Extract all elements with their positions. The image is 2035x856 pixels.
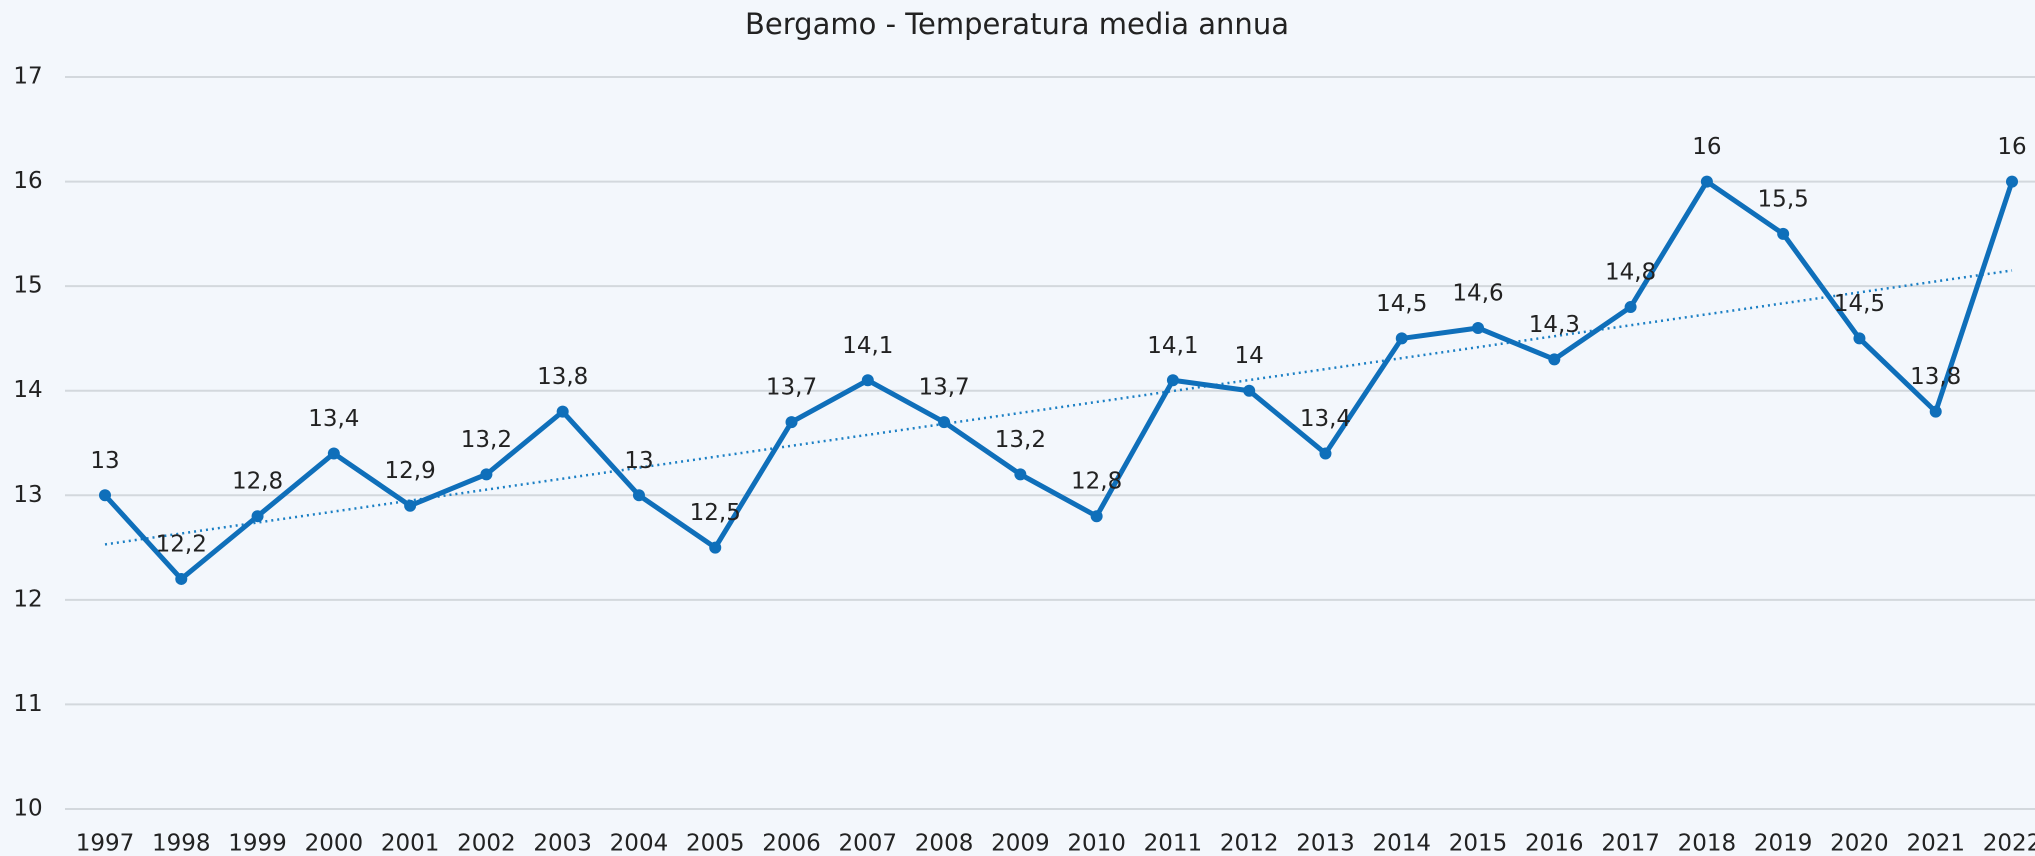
- point: [99, 489, 111, 502]
- data-label: 13,7: [766, 375, 817, 401]
- data-label: 13,7: [918, 375, 969, 401]
- x-tick-label: 2013: [1296, 831, 1355, 856]
- data-label: 14,6: [1452, 280, 1503, 306]
- x-tick-label: 2002: [457, 831, 516, 856]
- x-tick-label: 2011: [1144, 831, 1203, 856]
- point: [480, 468, 493, 481]
- point: [1243, 384, 1256, 397]
- data-label: 14,5: [1834, 291, 1885, 317]
- y-tick-label: 11: [13, 691, 42, 717]
- point: [1166, 374, 1179, 387]
- point: [2006, 175, 2018, 188]
- point: [404, 499, 417, 512]
- x-tick-label: 2022: [1983, 831, 2035, 856]
- x-tick-label: 2007: [839, 831, 898, 856]
- data-label: 12,2: [156, 531, 207, 557]
- point: [1395, 332, 1408, 345]
- data-label: 13: [624, 448, 653, 474]
- x-tick-label: 2004: [610, 831, 669, 856]
- data-label: 12,5: [690, 500, 741, 526]
- point: [938, 416, 951, 429]
- data-label: 14,8: [1605, 260, 1656, 286]
- x-tick-label: 2012: [1220, 831, 1279, 856]
- x-tick-label: 2014: [1372, 831, 1431, 856]
- x-tick-label: 2016: [1525, 831, 1584, 856]
- x-tick-label: 2003: [533, 831, 592, 856]
- point: [861, 374, 874, 387]
- point: [1548, 353, 1561, 366]
- x-tick-label: 2015: [1449, 831, 1508, 856]
- data-label: 13,4: [1300, 406, 1351, 432]
- data-label: 12,8: [1071, 469, 1122, 495]
- data-label: 13,2: [461, 427, 512, 453]
- data-label: 13: [90, 448, 119, 474]
- x-tick-label: 2010: [1067, 831, 1126, 856]
- point: [709, 541, 722, 554]
- x-tick-label: 2018: [1678, 831, 1737, 856]
- point: [1929, 405, 1942, 418]
- data-label: 13,8: [1910, 364, 1961, 390]
- data-label: 13,8: [537, 364, 588, 390]
- y-tick-label: 17: [13, 64, 42, 90]
- x-tick-label: 1997: [76, 831, 135, 856]
- point: [556, 405, 569, 418]
- y-tick-label: 10: [13, 796, 42, 822]
- x-tick-label: 2000: [305, 831, 364, 856]
- x-tick-label: 2021: [1906, 831, 1965, 856]
- data-label: 15,5: [1758, 186, 1809, 212]
- x-tick-label: 2019: [1754, 831, 1813, 856]
- point: [327, 447, 340, 460]
- y-tick-label: 13: [13, 482, 42, 508]
- point: [1777, 227, 1790, 240]
- point: [785, 416, 798, 429]
- data-label: 14: [1235, 343, 1264, 369]
- data-label: 13,2: [995, 427, 1046, 453]
- x-tick-label: 2009: [991, 831, 1050, 856]
- point: [1853, 332, 1866, 345]
- data-label: 12,8: [232, 469, 283, 495]
- x-tick-label: 1998: [152, 831, 211, 856]
- y-tick-label: 14: [13, 377, 42, 403]
- x-tick-label: 2001: [381, 831, 440, 856]
- point: [1624, 301, 1637, 314]
- data-label: 14,3: [1529, 312, 1580, 338]
- data-label: 16: [1692, 134, 1721, 160]
- data-label: 16: [1997, 134, 2026, 160]
- y-tick-label: 16: [13, 168, 42, 194]
- x-tick-label: 2008: [915, 831, 974, 856]
- point: [1090, 510, 1103, 523]
- data-label: 14,1: [842, 333, 893, 359]
- data-label: 14,1: [1147, 333, 1198, 359]
- data-label: 14,5: [1376, 291, 1427, 317]
- data-label: 12,9: [385, 458, 436, 484]
- x-tick-label: 1999: [228, 831, 287, 856]
- x-tick-label: 2017: [1601, 831, 1660, 856]
- x-tick-label: 2005: [686, 831, 745, 856]
- chart-title: Bergamo - Temperatura media annua: [745, 7, 1289, 41]
- point: [175, 572, 188, 585]
- data-label: 13,4: [308, 406, 359, 432]
- y-tick-label: 15: [13, 273, 42, 299]
- point: [1472, 321, 1485, 334]
- point: [1319, 447, 1332, 460]
- point: [1700, 175, 1713, 188]
- line: [103, 179, 2015, 582]
- point: [632, 489, 645, 502]
- point: [251, 510, 264, 523]
- point: [1014, 468, 1027, 481]
- y-tick-label: 12: [13, 586, 42, 612]
- x-tick-label: 2020: [1830, 831, 1889, 856]
- x-tick-label: 2006: [762, 831, 821, 856]
